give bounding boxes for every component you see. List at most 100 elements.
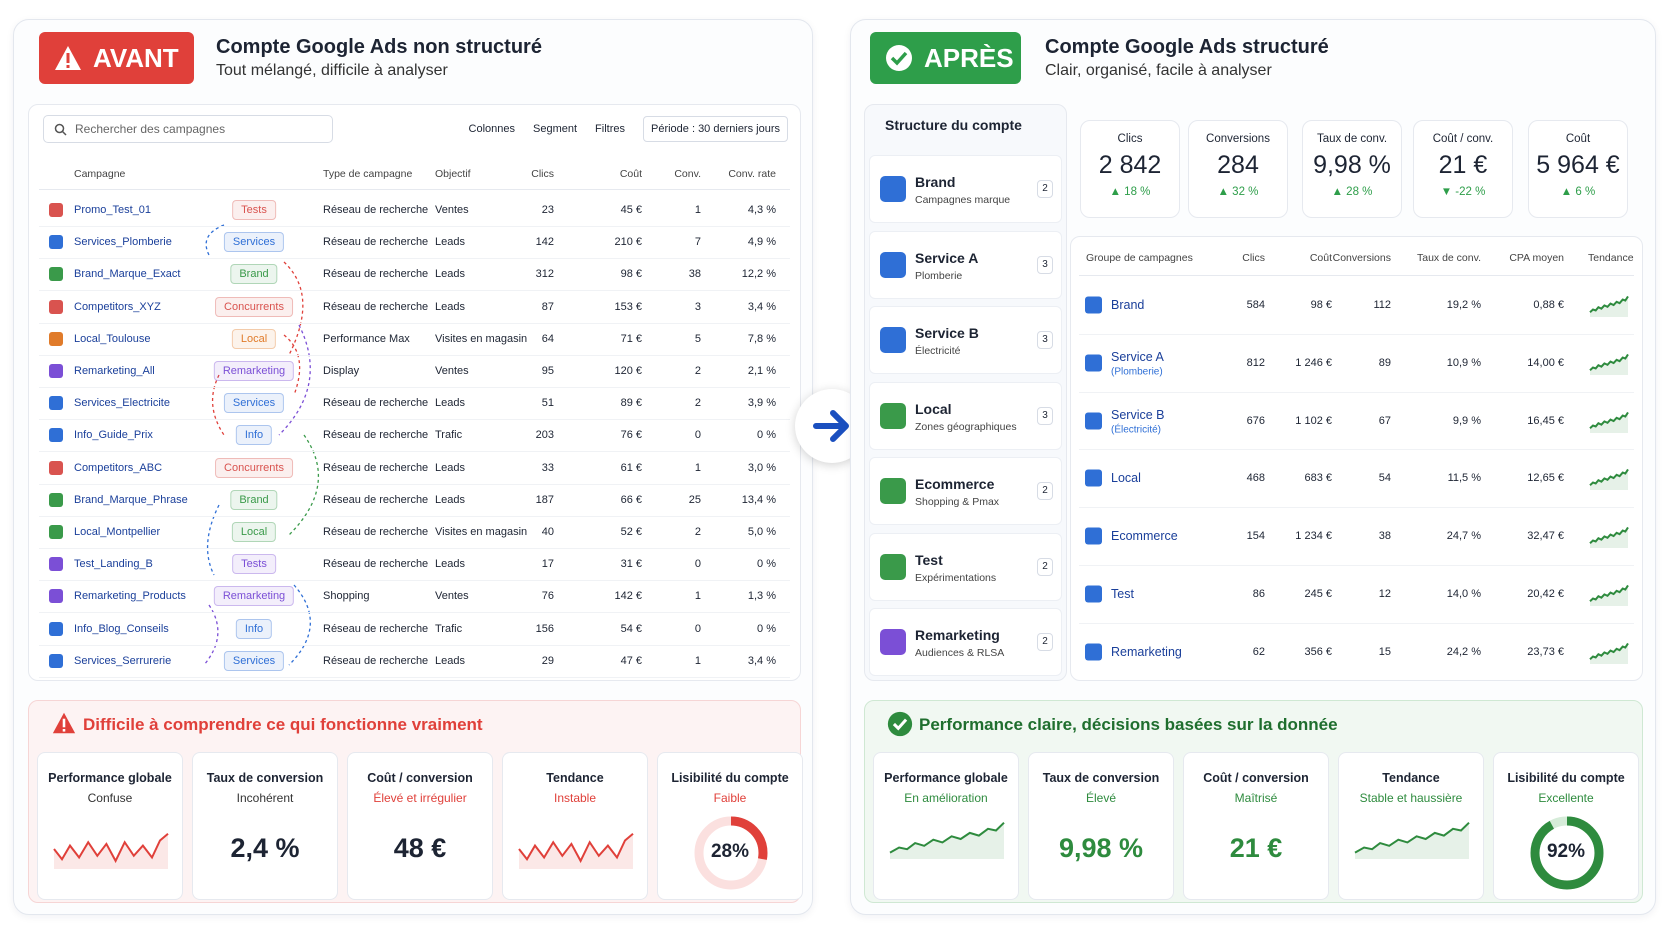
clicks: 203 — [535, 429, 554, 442]
summary-heading: Difficile à comprendre ce qui fonctionne… — [83, 715, 483, 734]
metric-status: Maîtrisé — [1234, 791, 1278, 805]
campaign-name: Services_Serrurerie — [74, 654, 172, 667]
metric-status: Instable — [553, 791, 597, 805]
rate: 14,0 % — [1446, 588, 1481, 600]
toolbar-item[interactable]: Segment — [533, 123, 578, 135]
cost: 120 € — [614, 365, 642, 377]
metric-title: Lisibilité du compte — [1507, 771, 1625, 785]
rate: 0 % — [757, 558, 776, 571]
group-name: Local — [1111, 471, 1141, 486]
toolbar-item[interactable]: Colonnes — [468, 123, 515, 135]
cost: 61 € — [620, 461, 642, 474]
structure-sub: Shopping & Pmax — [915, 496, 1000, 508]
metric-status: Excellente — [1538, 791, 1594, 805]
toolbar: Colonnes Segment Filtres Période : 30 derni… — [469, 115, 788, 143]
after-subtitle: Clair, organisé, facile à analyser — [1045, 62, 1272, 79]
trend-chart — [889, 821, 1005, 859]
trend-chart — [1354, 821, 1470, 859]
column-header: Campagne — [74, 168, 126, 180]
structure-item[interactable]: Brand Campagnes marque 2 — [869, 155, 1062, 223]
campaign-tag: Concurrents — [215, 457, 293, 478]
kpi-card: Clics 2 842 ▲ 18 % — [1080, 120, 1180, 218]
conv: 25 — [688, 493, 701, 506]
cpa: 14,00 € — [1527, 356, 1564, 369]
after-summary: Performance claire, décisions basées sur… — [864, 700, 1643, 903]
clicks: 23 — [541, 204, 554, 216]
sparkline-area — [1590, 643, 1628, 664]
structure-item[interactable]: Test Expérimentations 2 — [869, 532, 1062, 601]
gauge-label: 28% — [710, 841, 750, 862]
row-rule — [1079, 333, 1634, 335]
conv: 1 — [694, 204, 701, 216]
after-panel: APRÈS Compte Google Ads structuré Clair,… — [850, 19, 1656, 915]
rate: 4,9 % — [747, 236, 776, 249]
metric-status: Incohérent — [236, 791, 294, 805]
row-rule — [39, 290, 790, 292]
campaign-name: Info_Guide_Prix — [74, 429, 153, 442]
clicks: 29 — [541, 654, 554, 667]
clicks: 312 — [535, 268, 554, 281]
before-panel: AVANT Compte Google Ads non structuré To… — [13, 19, 813, 915]
warning-icon — [55, 46, 81, 70]
structure-item[interactable]: Ecommerce Shopping & Pmax 2 — [869, 457, 1062, 525]
trend-sparkline — [1589, 353, 1629, 375]
cost: 142 € — [614, 590, 642, 603]
sparkline — [53, 832, 169, 864]
conv: 0 — [694, 558, 701, 571]
metric-status: En amélioration — [904, 791, 988, 805]
structure-icon — [880, 402, 906, 429]
row-rule — [39, 515, 790, 517]
row-rule — [39, 548, 790, 549]
campaign-name: Info_Blog_Conseils — [74, 622, 169, 635]
campaign-icon — [49, 203, 63, 217]
sparkline — [1354, 821, 1470, 854]
clicks: 17 — [541, 558, 554, 571]
row-rule — [39, 258, 790, 260]
campaign-name: Services_Electricite — [74, 397, 170, 410]
campaign-icon — [49, 589, 63, 604]
toolbar-item[interactable]: Période : 30 derniers jours — [642, 116, 788, 142]
metric-card: Lisibilité du compte Excellente 92% — [1493, 752, 1639, 900]
conv: 54 — [1378, 472, 1391, 485]
campaign-name: Remarketing_All — [74, 365, 155, 377]
structure-item[interactable]: Service A Plomberie 3 — [869, 230, 1062, 299]
kpi-label: Clics — [1117, 133, 1143, 145]
campaign-type: Réseau de recherche — [323, 558, 429, 571]
kpi-value: 9,98 % — [1313, 151, 1391, 179]
metric-title: Taux de conversion — [1042, 771, 1160, 785]
structure-item[interactable]: Remarketing Audiences & RLSA 2 — [869, 608, 1062, 676]
clicks: 95 — [541, 365, 554, 377]
metric-status: Faible — [713, 791, 747, 805]
before-title: Compte Google Ads non structuré — [216, 36, 542, 58]
campaign-type: Réseau de recherche — [323, 204, 429, 216]
row-rule — [39, 644, 790, 646]
objective: Leads — [435, 300, 465, 313]
structure-count: 3 — [1037, 331, 1053, 349]
sparkline — [1589, 584, 1629, 602]
conv: 2 — [694, 526, 701, 538]
trend-sparkline — [1589, 527, 1629, 549]
row-rule — [39, 387, 790, 388]
cost: 210 € — [614, 236, 642, 249]
rate: 0 % — [757, 622, 776, 635]
structure-item[interactable]: Local Zones géographiques 3 — [869, 381, 1062, 450]
campaign-name: Competitors_XYZ — [74, 300, 161, 313]
sparkline-area — [1590, 585, 1628, 606]
structure-item[interactable]: Service B Électricité 3 — [869, 306, 1062, 374]
search-box[interactable]: Rechercher des campagnes — [43, 115, 333, 143]
toolbar-item[interactable]: Filtres — [595, 123, 625, 135]
metric-value: 48 € — [393, 833, 447, 863]
kpi-label: Coût / conv. — [1432, 133, 1494, 145]
kpi-label: Taux de conv. — [1316, 133, 1388, 145]
mess-arrows — [203, 224, 320, 666]
sparkline — [1589, 411, 1629, 429]
campaign-tag: Local — [231, 522, 277, 542]
rate: 11,5 % — [1447, 472, 1481, 485]
conv: 1 — [694, 590, 701, 603]
cost: 66 € — [620, 493, 642, 506]
conv: 5 — [694, 332, 701, 345]
campaign-icon — [49, 653, 63, 668]
conv: 67 — [1378, 414, 1391, 427]
conv: 0 — [694, 622, 701, 635]
structure-icon — [880, 478, 906, 504]
